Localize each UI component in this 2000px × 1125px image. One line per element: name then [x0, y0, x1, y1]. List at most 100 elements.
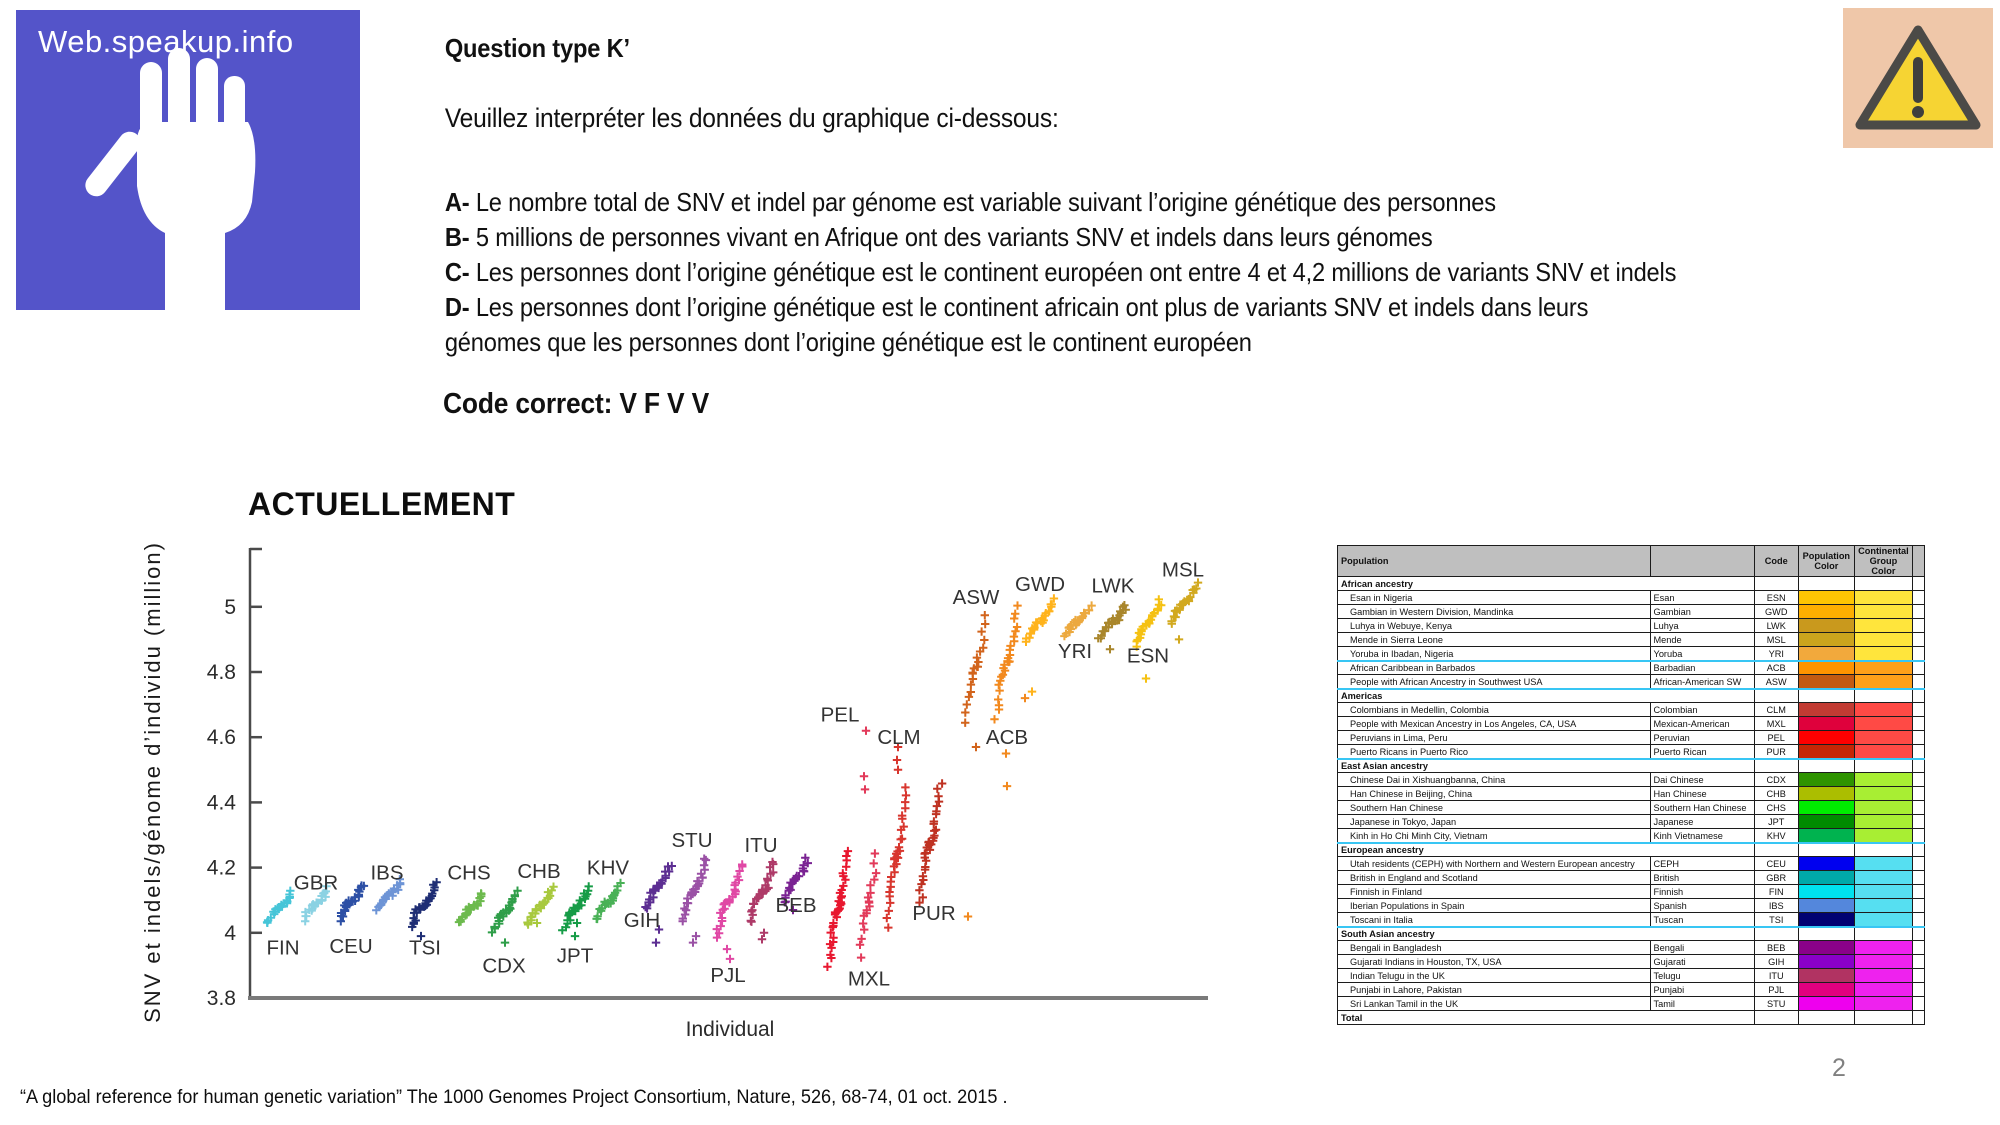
- table-row: People with Mexican Ancestry in Los Ange…: [1337, 716, 1926, 732]
- table-total-row: Total: [1337, 1010, 1926, 1026]
- population-code-cell: MXL: [1753, 716, 1799, 732]
- population-name-cell: Puerto Ricans in Puerto Rico: [1337, 744, 1651, 760]
- group-color-swatch: [1853, 590, 1913, 606]
- population-shortname-cell: Mexican-American: [1649, 716, 1755, 732]
- table-section-row: East Asian ancestry: [1337, 758, 1926, 774]
- group-color-swatch: [1853, 744, 1913, 760]
- population-label-ACB: ACB: [986, 726, 1028, 749]
- population-name-cell: Mende in Sierra Leone: [1337, 632, 1651, 648]
- population-shortname-cell: Kinh Vietnamese: [1649, 828, 1755, 844]
- population-cluster-ASW: [961, 611, 990, 752]
- population-code-cell: PUR: [1753, 744, 1799, 760]
- population-code-cell: JPT: [1753, 814, 1799, 830]
- population-shortname-cell: Tuscan: [1649, 912, 1755, 928]
- table-row: Luhya in Webuye, Kenya Luhya LWK: [1337, 618, 1926, 634]
- population-name-cell: Han Chinese in Beijing, China: [1337, 786, 1651, 802]
- population-code-cell: IBS: [1753, 898, 1799, 914]
- group-color-swatch: [1853, 982, 1913, 998]
- population-cluster-TSI: [408, 878, 441, 941]
- table-row: Toscani in Italia Tuscan TSI: [1337, 912, 1926, 928]
- population-cluster-ESN: [1132, 595, 1166, 683]
- population-name-cell: Kinh in Ho Chi Minh City, Vietnam: [1337, 828, 1651, 844]
- population-code-cell: ASW: [1753, 674, 1799, 690]
- population-label-CHS: CHS: [447, 862, 490, 885]
- table-header-cell: [1911, 544, 1926, 578]
- population-code-cell: YRI: [1753, 646, 1799, 662]
- population-cluster-GBR: [301, 882, 331, 926]
- table-row: Bengali in Bangladesh Bengali BEB: [1337, 940, 1926, 956]
- population-code-cell: ESN: [1753, 590, 1799, 606]
- population-label-MXL: MXL: [848, 967, 890, 990]
- population-color-swatch: [1797, 660, 1855, 676]
- population-cluster-CEU: [336, 881, 369, 926]
- option-c-text: Les personnes dont l’origine génétique e…: [475, 257, 1677, 287]
- population-label-PEL: PEL: [821, 703, 860, 726]
- population-label-GBR: GBR: [294, 871, 338, 894]
- logo-title: Web.speakup.info: [38, 24, 294, 59]
- population-shortname-cell: Luhya: [1649, 618, 1755, 634]
- population-cluster-CLM: [882, 742, 911, 932]
- population-shortname-cell: Colombian: [1649, 702, 1755, 718]
- group-color-swatch: [1853, 814, 1913, 830]
- population-label-KHV: KHV: [587, 857, 629, 880]
- table-row: British in England and Scotland British GB…: [1337, 870, 1926, 886]
- population-code-cell: ACB: [1753, 660, 1799, 676]
- population-color-swatch: [1797, 772, 1855, 788]
- population-shortname-cell: African-American SW: [1649, 674, 1755, 690]
- table-section-row: European ancestry: [1337, 842, 1926, 858]
- group-color-swatch: [1853, 702, 1913, 718]
- population-label-TSI: TSI: [409, 937, 441, 960]
- population-label-ESN: ESN: [1127, 645, 1169, 668]
- population-code-cell: CHS: [1753, 800, 1799, 816]
- population-cluster-PJL: [712, 860, 747, 964]
- population-cluster-YRI: [1060, 601, 1096, 641]
- population-shortname-cell: Punjabi: [1649, 982, 1755, 998]
- population-label-JPT: JPT: [557, 945, 594, 968]
- population-label-BEB: BEB: [775, 894, 816, 917]
- group-color-swatch: [1853, 898, 1913, 914]
- population-color-swatch: [1797, 702, 1855, 718]
- population-label-YRI: YRI: [1058, 640, 1092, 663]
- population-code-cell: GWD: [1753, 604, 1799, 620]
- group-color-swatch: [1853, 632, 1913, 648]
- table-row: Esan in Nigeria Esan ESN: [1337, 590, 1926, 606]
- group-color-swatch: [1853, 730, 1913, 746]
- population-color-swatch: [1797, 632, 1855, 648]
- option-b-letter: B-: [444, 222, 470, 252]
- population-color-swatch: [1797, 800, 1855, 816]
- population-code-cell: CHB: [1753, 786, 1799, 802]
- y-tick-label: 4.6: [207, 726, 236, 749]
- population-color-swatch: [1797, 954, 1855, 970]
- population-label-CEU: CEU: [329, 935, 372, 958]
- population-name-cell: People with Mexican Ancestry in Los Ange…: [1337, 716, 1651, 732]
- population-shortname-cell: Mende: [1649, 632, 1755, 648]
- population-name-cell: Bengali in Bangladesh: [1337, 940, 1651, 956]
- population-name-cell: Gujarati Indians in Houston, TX, USA: [1337, 954, 1651, 970]
- population-shortname-cell: Gujarati: [1649, 954, 1755, 970]
- x-axis: [248, 996, 1208, 1000]
- population-shortname-cell: CEPH: [1649, 856, 1755, 872]
- population-shortname-cell: Han Chinese: [1649, 786, 1755, 802]
- group-color-swatch: [1853, 912, 1913, 928]
- answer-options: A- Le nombre total de SNV et indel par g…: [445, 185, 1901, 360]
- group-color-swatch: [1853, 772, 1913, 788]
- population-shortname-cell: Puerto Rican: [1649, 744, 1755, 760]
- population-label-PUR: PUR: [912, 902, 955, 925]
- table-row: People with African Ancestry in Southwes…: [1337, 674, 1926, 690]
- population-shortname-cell: Tamil: [1649, 996, 1755, 1012]
- table-row: Gujarati Indians in Houston, TX, USA Guja…: [1337, 954, 1926, 970]
- y-tick-label: 4.2: [207, 857, 236, 880]
- table-header-cell: Code: [1753, 544, 1799, 578]
- table-row: Japanese in Tokyo, Japan Japanese JPT: [1337, 814, 1926, 830]
- group-color-swatch: [1853, 604, 1913, 620]
- population-name-cell: Finnish in Finland: [1337, 884, 1651, 900]
- population-label-CLM: CLM: [877, 726, 920, 749]
- population-cluster-MXL: [823, 846, 853, 971]
- population-color-swatch: [1797, 898, 1855, 914]
- population-cluster-GIH: [641, 861, 676, 947]
- warning-badge: [1843, 8, 1993, 148]
- question-title: Question type K’: [444, 33, 630, 63]
- population-label-GWD: GWD: [1015, 573, 1065, 596]
- population-cluster-STU: [678, 854, 711, 947]
- table-header-cell: Continental Group Color: [1853, 544, 1913, 578]
